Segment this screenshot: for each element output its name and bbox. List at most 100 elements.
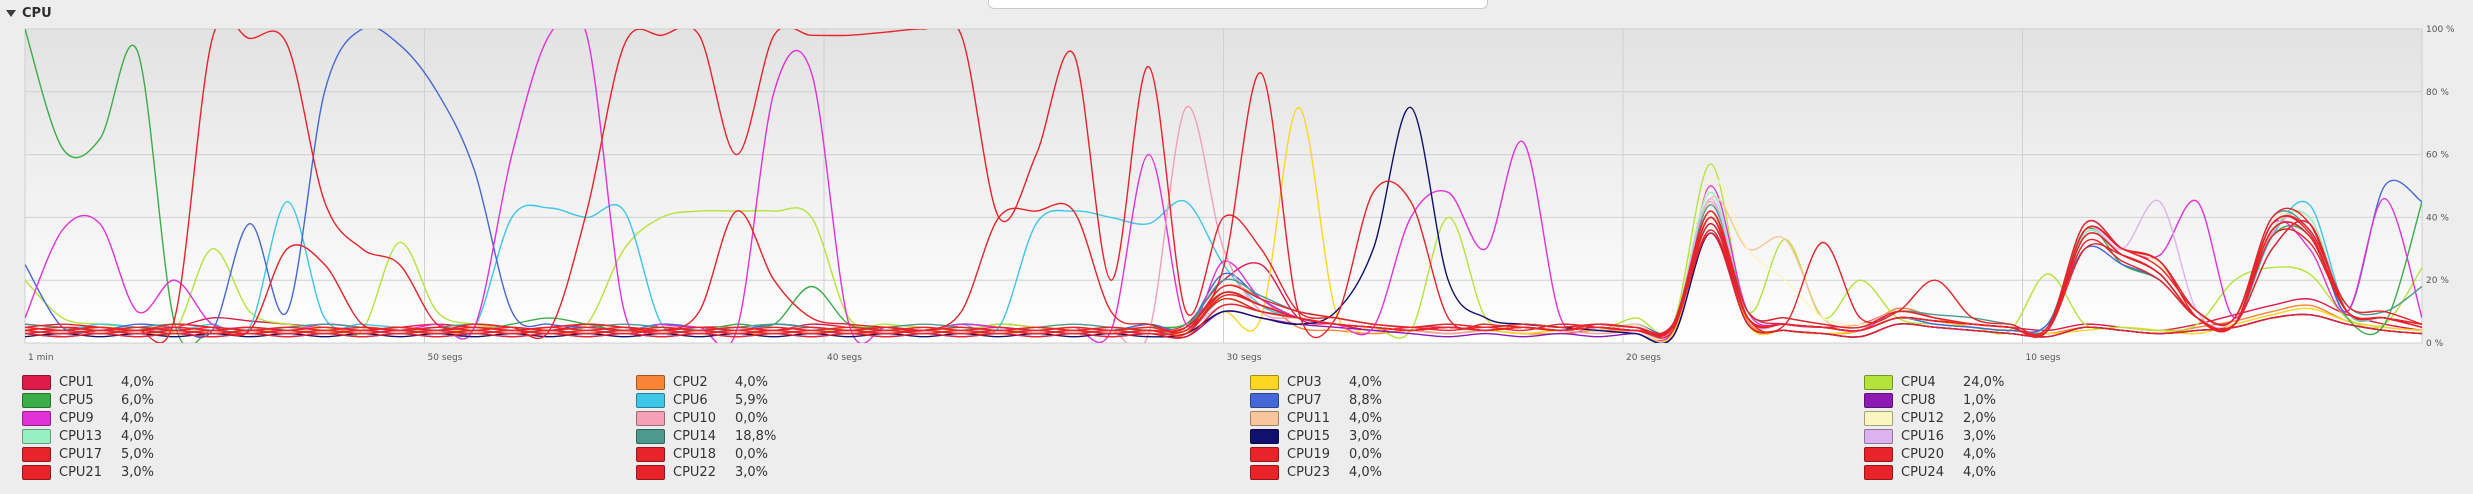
x-tick-label: 20 segs (1626, 353, 1661, 363)
legend-cpu-name: CPU10 (673, 411, 716, 426)
legend-item-cpu20[interactable]: CPU20 4,0% (1864, 446, 1996, 463)
legend-cpu-name: CPU6 (673, 393, 708, 408)
color-swatch[interactable] (1250, 447, 1279, 462)
legend-cpu-value: 4,0% (121, 375, 155, 390)
x-tick-label: 50 segs (428, 353, 463, 363)
legend-cpu-value: 4,0% (1349, 375, 1383, 390)
color-swatch[interactable] (1864, 375, 1893, 390)
y-tick-label: 20 % (2426, 276, 2449, 286)
legend-cpu-value: 5,9% (735, 393, 769, 408)
color-swatch[interactable] (1864, 429, 1893, 444)
color-swatch[interactable] (1250, 393, 1279, 408)
color-swatch[interactable] (1250, 465, 1279, 480)
legend-item-cpu17[interactable]: CPU17 5,0% (22, 446, 154, 463)
legend-item-cpu22[interactable]: CPU22 3,0% (636, 464, 768, 481)
legend-cpu-value: 3,0% (735, 465, 769, 480)
legend-item-cpu3[interactable]: CPU3 4,0% (1250, 374, 1382, 391)
color-swatch[interactable] (636, 447, 665, 462)
section-title: CPU (22, 5, 52, 21)
color-swatch[interactable] (636, 411, 665, 426)
legend-item-cpu12[interactable]: CPU12 2,0% (1864, 410, 1996, 427)
series-line-cpu24 (25, 216, 2422, 338)
legend-cpu-name: CPU13 (59, 429, 102, 444)
color-swatch[interactable] (1250, 411, 1279, 426)
color-swatch[interactable] (22, 447, 51, 462)
series-line-cpu18 (25, 232, 2422, 339)
color-swatch[interactable] (636, 393, 665, 408)
legend-cpu-name: CPU16 (1901, 429, 1944, 444)
y-axis-ticks: 100 % 80 % 60 % 40 % 20 % 0 % (2426, 25, 2455, 349)
color-swatch[interactable] (1864, 465, 1893, 480)
cpu-legend: CPU1 4,0% CPU2 4,0% CPU3 4,0% CPU4 24,0% CPU5 6,0… (0, 372, 2473, 494)
legend-cpu-value: 4,0% (1963, 447, 1997, 462)
legend-item-cpu1[interactable]: CPU1 4,0% (22, 374, 154, 391)
x-tick-label: 30 segs (1227, 353, 1262, 363)
legend-item-cpu11[interactable]: CPU11 4,0% (1250, 410, 1382, 427)
color-swatch[interactable] (22, 429, 51, 444)
legend-item-cpu15[interactable]: CPU15 3,0% (1250, 428, 1382, 445)
legend-cpu-value: 4,0% (121, 411, 155, 426)
legend-cpu-name: CPU8 (1901, 393, 1936, 408)
legend-item-cpu18[interactable]: CPU18 0,0% (636, 446, 768, 463)
legend-item-cpu6[interactable]: CPU6 5,9% (636, 392, 768, 409)
series-line-cpu7 (25, 29, 2422, 339)
legend-item-cpu4[interactable]: CPU4 24,0% (1864, 374, 2004, 391)
legend-cpu-name: CPU7 (1287, 393, 1322, 408)
legend-cpu-name: CPU5 (59, 393, 94, 408)
legend-cpu-value: 4,0% (1349, 465, 1383, 480)
legend-item-cpu5[interactable]: CPU5 6,0% (22, 392, 154, 409)
y-tick-label: 80 % (2426, 88, 2449, 98)
legend-cpu-name: CPU23 (1287, 465, 1330, 480)
legend-cpu-name: CPU20 (1901, 447, 1944, 462)
color-swatch[interactable] (636, 375, 665, 390)
legend-cpu-value: 3,0% (1349, 429, 1383, 444)
legend-item-cpu2[interactable]: CPU2 4,0% (636, 374, 768, 391)
legend-cpu-name: CPU3 (1287, 375, 1322, 390)
color-swatch[interactable] (1864, 447, 1893, 462)
legend-cpu-value: 4,0% (735, 375, 769, 390)
legend-item-cpu8[interactable]: CPU8 1,0% (1864, 392, 1996, 409)
legend-item-cpu13[interactable]: CPU13 4,0% (22, 428, 154, 445)
x-tick-label: 1 min (28, 353, 54, 363)
color-swatch[interactable] (22, 393, 51, 408)
legend-cpu-name: CPU17 (59, 447, 102, 462)
legend-cpu-value: 2,0% (1963, 411, 1997, 426)
color-swatch[interactable] (636, 465, 665, 480)
legend-item-cpu23[interactable]: CPU23 4,0% (1250, 464, 1382, 481)
legend-item-cpu24[interactable]: CPU24 4,0% (1864, 464, 1996, 481)
color-swatch[interactable] (636, 429, 665, 444)
color-swatch[interactable] (1250, 375, 1279, 390)
legend-cpu-value: 24,0% (1963, 375, 2005, 390)
legend-item-cpu9[interactable]: CPU9 4,0% (22, 410, 154, 427)
legend-item-cpu14[interactable]: CPU14 18,8% (636, 428, 776, 445)
y-tick-label: 100 % (2426, 25, 2455, 35)
color-swatch[interactable] (22, 375, 51, 390)
legend-cpu-name: CPU19 (1287, 447, 1330, 462)
legend-item-cpu19[interactable]: CPU19 0,0% (1250, 446, 1382, 463)
x-tick-label: 10 segs (2026, 353, 2061, 363)
legend-cpu-name: CPU22 (673, 465, 716, 480)
legend-cpu-value: 3,0% (1963, 429, 1997, 444)
legend-cpu-name: CPU4 (1901, 375, 1936, 390)
cpu-section-header[interactable]: CPU (6, 3, 52, 23)
color-swatch[interactable] (1864, 393, 1893, 408)
legend-cpu-value: 6,0% (121, 393, 155, 408)
color-swatch[interactable] (22, 411, 51, 426)
series-line-cpu17 (25, 29, 2422, 343)
legend-item-cpu10[interactable]: CPU10 0,0% (636, 410, 768, 427)
x-tick-label: 40 segs (827, 353, 862, 363)
triangle-down-icon[interactable] (6, 9, 16, 17)
legend-cpu-value: 18,8% (735, 429, 777, 444)
y-tick-label: 60 % (2426, 151, 2449, 161)
legend-cpu-name: CPU11 (1287, 411, 1330, 426)
legend-cpu-value: 1,0% (1963, 393, 1997, 408)
legend-item-cpu16[interactable]: CPU16 3,0% (1864, 428, 1996, 445)
color-swatch[interactable] (22, 465, 51, 480)
color-swatch[interactable] (1250, 429, 1279, 444)
legend-cpu-value: 0,0% (735, 447, 769, 462)
legend-cpu-name: CPU24 (1901, 465, 1944, 480)
color-swatch[interactable] (1864, 411, 1893, 426)
legend-item-cpu21[interactable]: CPU21 3,0% (22, 464, 154, 481)
y-tick-label: 0 % (2426, 339, 2444, 349)
legend-item-cpu7[interactable]: CPU7 8,8% (1250, 392, 1382, 409)
